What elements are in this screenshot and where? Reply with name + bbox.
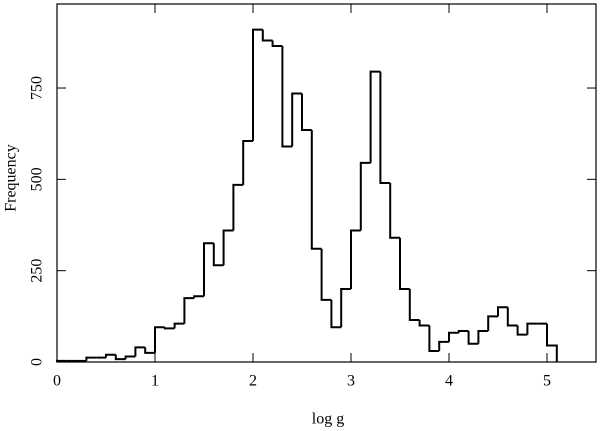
x-tick-label: 0 <box>53 373 61 390</box>
histogram-bin <box>438 340 449 352</box>
histogram-bin <box>379 71 391 184</box>
histogram-bin <box>163 327 175 330</box>
histogram-bin <box>516 325 528 336</box>
x-tick-label: 5 <box>543 373 551 390</box>
histogram-bin <box>271 40 283 48</box>
histogram-bin <box>359 161 371 231</box>
y-tick-label: 250 <box>29 259 46 283</box>
histogram-bin <box>193 295 204 299</box>
histogram-bin <box>212 243 224 267</box>
histogram-bin <box>408 288 420 321</box>
histogram-bin <box>369 70 381 163</box>
histogram-bin <box>399 237 410 290</box>
histogram-bin <box>281 46 293 148</box>
histogram-bin <box>105 353 116 358</box>
histogram-bin <box>330 299 342 329</box>
x-tick-label: 1 <box>151 373 159 390</box>
histogram-bin <box>144 347 155 354</box>
histogram-bin <box>487 315 498 331</box>
x-axis-label: log g <box>312 411 344 428</box>
histogram-bin <box>497 306 508 317</box>
x-tick-label: 4 <box>445 373 453 390</box>
histogram-bin <box>232 183 244 231</box>
histogram-bin <box>389 183 400 239</box>
x-tick-label: 2 <box>249 373 257 390</box>
histogram-bin <box>154 326 165 353</box>
histogram-bin <box>252 28 263 141</box>
histogram-bin <box>114 354 126 361</box>
histogram-bin <box>526 322 538 335</box>
histogram-bin <box>222 229 234 266</box>
histogram-bin <box>310 130 322 250</box>
histogram-bin <box>320 248 332 301</box>
histogram-bin <box>203 242 214 297</box>
histogram-bin <box>183 297 195 324</box>
y-tick-label: 750 <box>29 76 46 100</box>
histogram-bin <box>242 139 253 185</box>
histogram-bin <box>173 322 185 329</box>
histogram-bin <box>340 287 351 328</box>
histogram-bin <box>301 93 312 132</box>
histogram-bin <box>291 92 302 147</box>
y-tick-label: 0 <box>29 358 46 366</box>
histogram-bin <box>457 329 469 333</box>
histogram-bin <box>467 330 479 345</box>
histogram-bin <box>350 229 361 289</box>
histogram-bin <box>134 346 146 357</box>
histogram-bin <box>546 323 558 362</box>
histogram-bin <box>56 359 67 362</box>
y-tick-label: 500 <box>29 167 46 191</box>
histogram-bin <box>85 356 97 361</box>
plot-frame <box>56 3 597 363</box>
histogram-bin <box>261 29 273 42</box>
histogram-bin <box>506 307 518 327</box>
x-tick-label: 3 <box>347 373 355 390</box>
histogram-bin <box>477 329 489 344</box>
histogram-bin <box>448 331 459 342</box>
histogram-bin <box>428 325 440 353</box>
histogram-bin <box>124 355 136 360</box>
y-axis-label: Frequency <box>3 144 20 212</box>
histogram-bin <box>418 319 430 327</box>
